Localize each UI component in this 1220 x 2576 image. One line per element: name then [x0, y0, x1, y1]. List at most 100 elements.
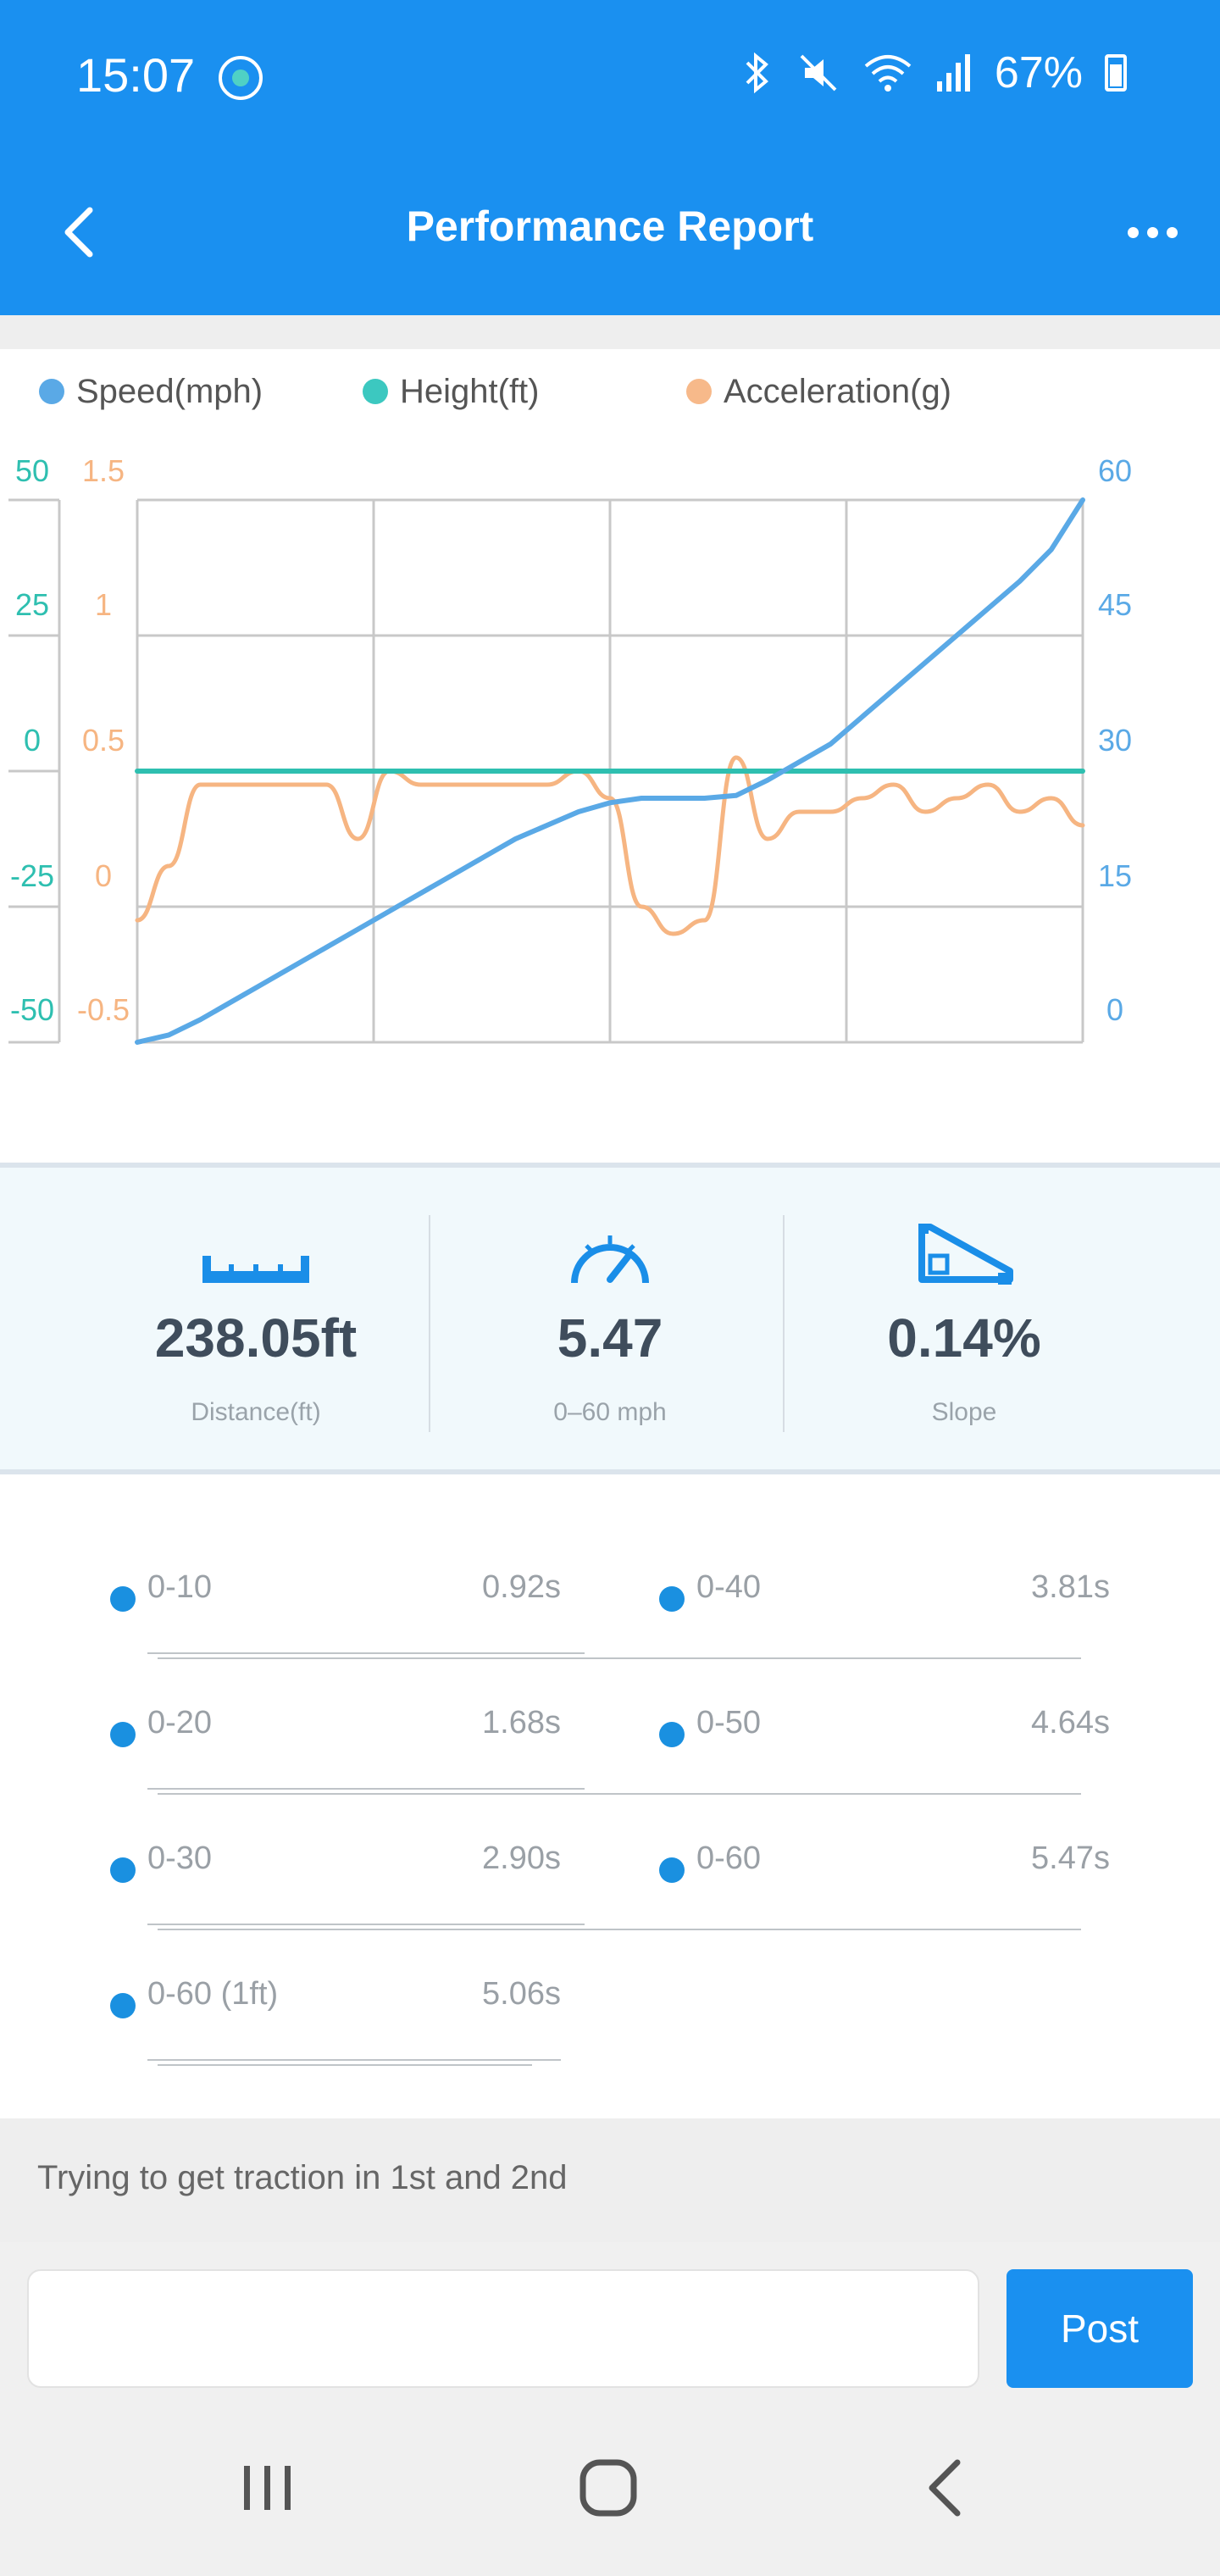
- speed-tick-label: 30: [1098, 723, 1132, 758]
- slope-label: Slope: [931, 1398, 997, 1426]
- time-label: 0-60 (1ft): [147, 1976, 279, 2012]
- time-label: 0-40: [696, 1569, 762, 1605]
- comment-section: Trying to get traction in 1st and 2nd: [0, 2118, 1220, 2242]
- time-label: 0-30: [147, 1840, 213, 1876]
- slope-icon: [918, 1224, 1013, 1285]
- times-list: 0-10 0.92s 0-40 3.81s 0-20 1.68s 0-50 4.…: [0, 1474, 1220, 2118]
- stat-zero-sixty: 5.47 0–60 mph: [432, 1210, 788, 1439]
- ruler-icon: [202, 1256, 309, 1283]
- height-tick-label: 50: [15, 453, 49, 488]
- divider: [0, 315, 1220, 349]
- height-tick-label: 0: [24, 723, 41, 758]
- divider: [158, 2064, 532, 2066]
- time-value: 1.68s: [482, 1705, 561, 1740]
- system-navigation-bar: [0, 2403, 1220, 2576]
- time-label: 0-50: [696, 1705, 762, 1740]
- height-tick-label: -50: [10, 992, 54, 1027]
- list-item: 0-60 (1ft) 5.06s: [110, 1964, 561, 2061]
- list-item: 0-10 0.92s: [110, 1557, 585, 1654]
- time-value: 2.90s: [482, 1840, 561, 1876]
- page-title: Performance Report: [406, 203, 814, 250]
- bullet-icon: [659, 1722, 685, 1747]
- zero-sixty-value: 5.47: [557, 1307, 663, 1368]
- battery-icon: [1105, 54, 1127, 92]
- divider: [147, 2059, 561, 2061]
- legend-acceleration-label: Acceleration(g): [724, 372, 952, 410]
- height-tick-label: 25: [15, 587, 49, 622]
- list-item: 0-40 3.81s: [659, 1557, 1110, 1625]
- comment-text: Trying to get traction in 1st and 2nd: [37, 2159, 568, 2196]
- divider: [158, 1793, 1081, 1795]
- legend-speed-dot: [39, 379, 64, 404]
- legend-speed-label: Speed(mph): [76, 372, 263, 410]
- back-icon[interactable]: [896, 2446, 998, 2530]
- speed-tick-label: 45: [1098, 587, 1132, 622]
- legend-height: Height(ft): [363, 349, 540, 434]
- back-arrow-icon[interactable]: [39, 192, 120, 273]
- stat-slope: 0.14% Slope: [786, 1210, 1142, 1439]
- status-bar: 15:07 67%: [0, 0, 1220, 158]
- status-icons: 67%: [740, 47, 1127, 98]
- legend-acceleration-dot: [686, 379, 712, 404]
- legend-height-dot: [363, 379, 388, 404]
- signal-icon: [936, 54, 970, 92]
- time-label: 0-10: [147, 1569, 213, 1605]
- bullet-icon: [110, 1857, 136, 1883]
- list-item: 0-50 4.64s: [659, 1693, 1110, 1761]
- bluetooth-icon: [746, 52, 768, 94]
- list-item: 0-60 5.47s: [659, 1829, 1110, 1896]
- legend-speed: Speed(mph): [39, 349, 263, 434]
- home-icon[interactable]: [557, 2446, 659, 2530]
- list-item: 0-30 2.90s: [110, 1829, 585, 1925]
- distance-label: Distance(ft): [191, 1398, 321, 1426]
- legend-height-label: Height(ft): [400, 372, 540, 410]
- divider: [147, 1788, 585, 1790]
- wifi-icon: [864, 55, 912, 92]
- bullet-icon: [110, 1722, 136, 1747]
- divider: [158, 1929, 1081, 1930]
- stat-distance: 238.05ft Distance(ft): [78, 1210, 434, 1439]
- time-value: 5.47s: [1031, 1840, 1110, 1876]
- distance-value: 238.05ft: [154, 1307, 358, 1368]
- divider: [429, 1215, 430, 1432]
- divider: [158, 1657, 1081, 1659]
- app-notification-icon: [219, 56, 263, 100]
- speed-series-line: [135, 497, 1085, 1045]
- chart-legend: Speed(mph) Height(ft) Acceleration(g): [0, 349, 1220, 434]
- recents-icon[interactable]: [217, 2446, 319, 2530]
- speed-tick-label: 60: [1098, 453, 1132, 488]
- post-bar: Post: [0, 2242, 1220, 2403]
- bullet-icon: [659, 1586, 685, 1612]
- acceleration-tick-label: -0.5: [77, 992, 130, 1027]
- time-value: 5.06s: [482, 1976, 561, 2012]
- acceleration-tick-label: 0.5: [82, 723, 125, 758]
- height-tick-label: -25: [10, 858, 54, 893]
- nav-bar: Performance Report: [0, 158, 1220, 315]
- divider: [147, 1924, 585, 1925]
- speed-tick-label: 0: [1106, 992, 1123, 1027]
- divider: [147, 1652, 585, 1654]
- more-options-icon[interactable]: [1110, 192, 1195, 273]
- battery-percent: 67%: [994, 48, 1083, 97]
- time-value: 4.64s: [1031, 1705, 1110, 1740]
- acceleration-tick-label: 0: [95, 858, 112, 893]
- time-label: 0-20: [147, 1705, 213, 1740]
- bullet-icon: [110, 1586, 136, 1612]
- acceleration-tick-label: 1.5: [82, 453, 125, 488]
- legend-acceleration: Acceleration(g): [686, 349, 951, 434]
- speed-tick-label: 15: [1098, 858, 1132, 893]
- acceleration-series-line: [135, 755, 1085, 936]
- acceleration-tick-label: 1: [95, 587, 112, 622]
- time-value: 0.92s: [482, 1569, 561, 1605]
- performance-chart: Speed(mph) Height(ft) Acceleration(g) 50…: [0, 349, 1220, 1163]
- post-button[interactable]: Post: [1006, 2269, 1193, 2388]
- speedometer-icon: [571, 1235, 649, 1284]
- app-header: 15:07 67% Performance Report: [0, 0, 1220, 315]
- mute-icon: [800, 54, 837, 92]
- chart-canvas: 50 25 0 -25 -50 1.5 1 0.5 0 -0.5 60 45 30 15 0: [8, 453, 1132, 1045]
- time-label: 0-60: [696, 1840, 762, 1876]
- bullet-icon: [659, 1857, 685, 1883]
- comment-input[interactable]: [27, 2269, 979, 2388]
- slope-value: 0.14%: [887, 1307, 1041, 1368]
- stats-panel: 238.05ft Distance(ft) 5.47 0–60 mph 0.14…: [0, 1163, 1220, 1474]
